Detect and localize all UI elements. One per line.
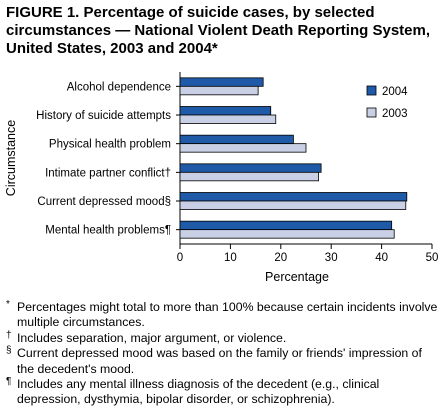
x-tick-label-1: 10 xyxy=(224,252,237,264)
footnote-2-mark: † xyxy=(6,329,12,341)
y-axis-title: Circumstance xyxy=(4,120,18,196)
bar-2004-2 xyxy=(179,134,294,145)
bar-2004-5 xyxy=(179,220,393,231)
footnote-3-text: Current depressed mood was based on the … xyxy=(17,346,422,376)
footnote-4-mark: ¶ xyxy=(6,376,12,388)
bar-2003-5 xyxy=(179,229,395,239)
category-label-4: Current depressed mood§ xyxy=(37,196,171,208)
x-axis-title: Percentage xyxy=(265,270,329,284)
title-line-3: United States, 2003 and 2004* xyxy=(6,40,218,57)
category-label-0: Alcohol dependence xyxy=(67,81,171,93)
footnote-3: § Current depressed mood was based on the… xyxy=(6,345,442,377)
x-tick-label-5: 50 xyxy=(426,252,439,264)
bar-2004-4 xyxy=(179,192,408,202)
category-label-3: Intimate partner conflict† xyxy=(45,167,171,179)
x-tick-label-2: 20 xyxy=(274,252,287,264)
footnote-2: † Includes separation, major argument, or… xyxy=(6,329,442,346)
footnote-4-text: Includes any mental illness diagnosis of… xyxy=(17,377,380,407)
bar-2004-3 xyxy=(179,163,322,173)
bar-2003-3 xyxy=(179,171,320,182)
x-tick-label-4: 40 xyxy=(375,252,388,264)
footnote-1-text: Percentages might total to more than 100… xyxy=(17,300,438,330)
bar-2003-0 xyxy=(179,85,259,96)
category-label-1: History of suicide attempts xyxy=(36,110,171,122)
bar-2003-2 xyxy=(179,143,307,153)
category-label-5: Mental health problems¶ xyxy=(45,225,171,237)
footnote-1: * Percentages might total to more than 10… xyxy=(6,299,442,331)
bar-2004-1 xyxy=(179,106,272,116)
footnote-2-text: Includes separation, major argument, or … xyxy=(17,330,287,345)
figure-title: FIGURE 1. Percentage of suicide cases, b… xyxy=(6,4,444,58)
legend-label-2004: 2004 xyxy=(382,86,408,98)
footnote-3-mark: § xyxy=(6,345,12,357)
legend-swatch-2003 xyxy=(366,107,377,118)
bar-2004-0 xyxy=(179,77,264,87)
legend-swatch-2004 xyxy=(366,85,377,96)
bar-2003-1 xyxy=(179,114,277,124)
x-tick-label-0: 0 xyxy=(177,252,183,264)
title-line-1: FIGURE 1. Percentage of suicide cases, b… xyxy=(6,4,375,21)
bar-chart: Alcohol dependence History of suicide att… xyxy=(4,72,439,284)
bar-2003-4 xyxy=(179,200,407,210)
x-tick-label-3: 30 xyxy=(325,252,338,264)
legend-label-2003: 2003 xyxy=(382,108,408,120)
title-line-2: circumstances — National Violent Death R… xyxy=(6,22,430,39)
footnotes: * Percentages might total to more than 10… xyxy=(6,299,442,408)
footnote-1-mark: * xyxy=(6,299,10,310)
category-label-2: Physical health problem xyxy=(49,139,171,151)
footnote-4: ¶ Includes any mental illness diagnosis o… xyxy=(6,376,442,408)
